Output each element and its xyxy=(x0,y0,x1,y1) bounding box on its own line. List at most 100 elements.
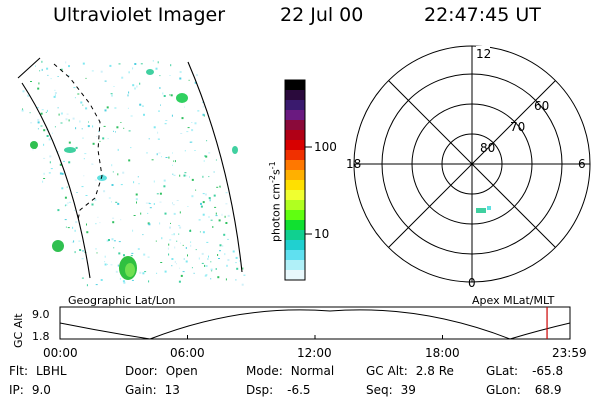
speckle-pixel xyxy=(40,112,43,115)
speckle-pixel xyxy=(183,258,185,260)
speckle-pixel xyxy=(214,206,217,208)
speckle-pixel xyxy=(165,120,168,121)
speckle-pixel xyxy=(191,178,194,181)
speckle-pixel xyxy=(156,193,159,195)
colorbar-band xyxy=(285,180,305,191)
emission-patch xyxy=(176,93,188,103)
speckle-pixel xyxy=(186,131,189,133)
speckle-pixel xyxy=(95,248,97,250)
speckle-pixel xyxy=(176,263,177,265)
speckle-pixel xyxy=(194,150,196,151)
speckle-pixel xyxy=(149,207,152,209)
speckle-pixel xyxy=(110,264,113,266)
speckle-pixel xyxy=(206,140,208,142)
observation-date: 22 Jul 00 xyxy=(280,4,364,26)
lat-label-70: 70 xyxy=(510,120,525,134)
speckle-pixel xyxy=(215,159,217,161)
speckle-pixel xyxy=(191,129,194,132)
speckle-pixel xyxy=(59,163,62,166)
speckle-pixel xyxy=(109,64,112,67)
speckle-pixel xyxy=(164,123,167,125)
speckle-pixel xyxy=(170,94,173,97)
speckle-pixel xyxy=(202,213,205,216)
colorbar-units-label: photon cm-2s-1 xyxy=(268,161,283,242)
speckle-pixel xyxy=(227,259,230,261)
speckle-pixel xyxy=(108,197,111,199)
colorbar-band xyxy=(285,190,305,201)
speckle-pixel xyxy=(35,65,36,67)
speckle-pixel xyxy=(67,75,70,76)
speckle-pixel xyxy=(111,184,114,186)
speckle-pixel xyxy=(106,239,109,242)
speckle-pixel xyxy=(189,176,190,178)
speckle-pixel xyxy=(185,260,188,263)
speckle-pixel xyxy=(81,277,84,279)
speckle-pixel xyxy=(54,126,56,128)
speckle-pixel xyxy=(225,192,228,194)
speckle-pixel xyxy=(22,90,25,93)
speckle-pixel xyxy=(142,234,144,236)
speckle-pixel xyxy=(199,231,201,233)
mlt-label-0: 0 xyxy=(468,276,476,290)
speckle-pixel xyxy=(37,128,39,130)
speckle-pixel xyxy=(136,201,137,204)
speckle-pixel xyxy=(85,195,88,196)
speckle-pixel xyxy=(50,168,53,170)
speckle-pixel xyxy=(43,129,46,132)
speckle-pixel xyxy=(194,122,197,125)
speckle-pixel xyxy=(226,264,228,267)
speckle-pixel xyxy=(68,141,71,144)
speckle-pixel xyxy=(133,181,135,184)
speckle-pixel xyxy=(66,204,68,206)
boundary-arc xyxy=(187,61,243,273)
speckle-pixel xyxy=(217,276,220,279)
speckle-pixel xyxy=(215,215,218,217)
speckle-pixel xyxy=(43,172,45,175)
speckle-pixel xyxy=(172,164,173,166)
speckle-pixel xyxy=(204,193,207,196)
altitude-curve xyxy=(59,309,571,340)
colorbar-band xyxy=(285,200,305,211)
speckle-pixel xyxy=(159,201,162,203)
speckle-pixel xyxy=(185,247,187,249)
speckle-pixel xyxy=(43,143,45,146)
speckle-pixel xyxy=(96,136,98,137)
speckle-pixel xyxy=(136,85,138,88)
boundary-arc xyxy=(17,57,41,79)
speckle-pixel xyxy=(113,240,116,242)
speckle-pixel xyxy=(162,92,164,95)
speckle-pixel xyxy=(198,257,200,260)
info-ip: IP: 9.0 xyxy=(9,383,51,397)
speckle-pixel xyxy=(139,103,142,106)
speckle-pixel xyxy=(113,130,114,132)
colorbar-band xyxy=(285,140,305,151)
speckle-pixel xyxy=(118,241,121,243)
speckle-pixel xyxy=(171,114,173,117)
speckle-pixel xyxy=(168,243,170,246)
speckle-pixel xyxy=(179,77,182,80)
speckle-pixel xyxy=(118,252,121,255)
speckle-pixel xyxy=(235,279,237,281)
speckle-pixel xyxy=(143,113,145,116)
speckle-pixel xyxy=(100,70,103,73)
speckle-pixel xyxy=(113,247,115,249)
emission-patch xyxy=(232,146,238,154)
colorbar-band xyxy=(285,170,305,181)
speckle-pixel xyxy=(54,94,56,97)
speckle-pixel xyxy=(195,74,198,77)
speckle-pixel xyxy=(189,141,192,143)
speckle-pixel xyxy=(179,226,182,229)
speckle-pixel xyxy=(86,231,89,234)
speckle-pixel xyxy=(159,222,161,225)
speckle-pixel xyxy=(179,267,181,269)
speckle-pixel xyxy=(161,156,162,158)
speckle-pixel xyxy=(235,256,238,259)
speckle-pixel xyxy=(41,68,43,71)
speckle-pixel xyxy=(195,249,197,251)
speckle-pixel xyxy=(210,219,213,221)
speckle-pixel xyxy=(165,157,168,158)
speckle-pixel xyxy=(208,255,209,258)
speckle-pixel xyxy=(79,249,82,251)
info-gc-alt: GC Alt: 2.8 Re xyxy=(366,364,454,378)
